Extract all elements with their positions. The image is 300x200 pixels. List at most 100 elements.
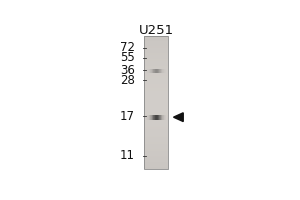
Bar (145, 43, 168, 45)
Bar (153, 69, 154, 73)
Polygon shape (173, 113, 183, 122)
Bar (145, 152, 168, 154)
Bar (151, 115, 152, 120)
Bar (145, 50, 168, 51)
Bar (145, 121, 168, 122)
Bar (156, 115, 157, 120)
Bar (156, 69, 157, 73)
Bar (146, 115, 147, 120)
Bar (145, 61, 168, 63)
Bar (145, 122, 168, 124)
Bar (145, 45, 168, 46)
Bar (150, 69, 151, 73)
Bar (145, 159, 168, 160)
Bar (145, 111, 168, 112)
Bar (167, 115, 168, 120)
Bar (145, 132, 168, 134)
Bar (145, 38, 168, 40)
Bar (145, 96, 168, 98)
Bar (161, 69, 162, 73)
Bar (145, 165, 168, 167)
Bar (145, 76, 168, 78)
Bar (145, 55, 168, 56)
Bar (158, 69, 159, 73)
Bar (145, 103, 168, 104)
Bar (154, 115, 155, 120)
Bar (160, 69, 161, 73)
Bar (145, 131, 168, 132)
Bar (160, 115, 161, 120)
Bar (145, 126, 168, 127)
Bar (145, 71, 168, 73)
Bar (152, 115, 153, 120)
Bar (145, 129, 168, 131)
Bar (145, 94, 168, 96)
Bar (154, 69, 155, 73)
Bar (145, 99, 168, 101)
Bar (145, 89, 168, 91)
Bar (145, 115, 146, 120)
Bar (165, 115, 166, 120)
Bar (145, 101, 168, 103)
Bar (145, 98, 168, 99)
Bar (145, 51, 168, 53)
Bar (145, 154, 168, 156)
Bar (145, 56, 168, 58)
Bar (163, 69, 164, 73)
Bar (145, 114, 168, 116)
Bar (145, 91, 168, 93)
Bar (145, 104, 168, 106)
Bar (145, 144, 168, 146)
Bar (150, 115, 151, 120)
Bar (149, 115, 150, 120)
Bar (145, 116, 168, 117)
Bar (145, 141, 168, 142)
Bar (145, 142, 168, 144)
Bar (157, 69, 158, 73)
Bar (145, 106, 168, 108)
Bar (145, 157, 168, 159)
Bar (145, 36, 168, 38)
Bar (145, 127, 168, 129)
Bar (148, 115, 149, 120)
Bar (145, 124, 168, 126)
Bar (162, 69, 163, 73)
Bar (149, 69, 150, 73)
Bar (147, 115, 148, 120)
Bar (162, 115, 163, 120)
Bar (155, 69, 156, 73)
Bar (145, 69, 168, 71)
Bar (164, 69, 165, 73)
Bar (145, 66, 168, 68)
Bar (145, 109, 168, 111)
Bar (145, 164, 168, 165)
Bar (146, 69, 147, 73)
Bar (164, 115, 165, 120)
Bar (158, 115, 159, 120)
Text: 28: 28 (120, 74, 135, 87)
Bar (145, 162, 168, 164)
Bar (145, 68, 168, 69)
Bar (145, 149, 168, 151)
Bar (145, 59, 168, 61)
Bar (145, 137, 168, 139)
Bar (145, 134, 168, 136)
Bar (145, 78, 168, 79)
Bar (145, 64, 168, 66)
Bar (145, 74, 168, 76)
Bar (145, 139, 168, 141)
Bar (148, 69, 149, 73)
Bar (145, 40, 168, 41)
Bar (145, 136, 168, 137)
Text: 72: 72 (120, 41, 135, 54)
Bar (145, 160, 168, 162)
Bar (163, 115, 164, 120)
Bar (145, 73, 168, 74)
Bar (145, 146, 168, 147)
Bar (145, 48, 168, 50)
Bar (152, 69, 153, 73)
Bar (145, 93, 168, 94)
Bar (145, 86, 168, 88)
Bar (155, 115, 156, 120)
Text: U251: U251 (139, 24, 174, 37)
